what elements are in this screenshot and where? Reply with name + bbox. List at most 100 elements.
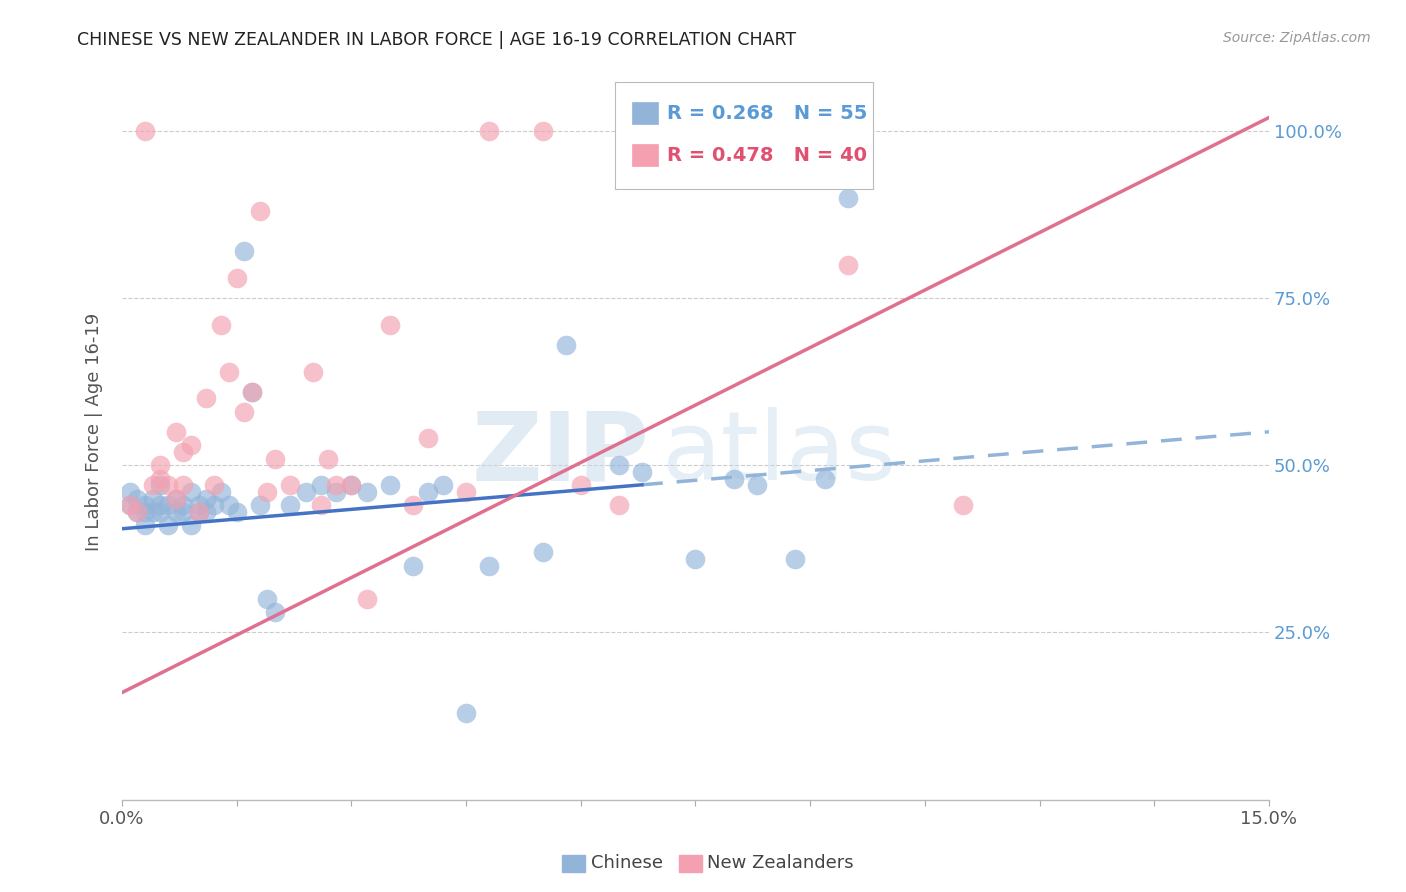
Point [195, 491, 218, 506]
Point [156, 499, 179, 513]
FancyBboxPatch shape [616, 82, 873, 189]
Point [607, 499, 630, 513]
Point [156, 478, 179, 492]
Point [814, 472, 837, 486]
Point [356, 591, 378, 606]
Point [233, 244, 256, 259]
Point [180, 485, 202, 500]
Text: ZIP: ZIP [472, 408, 650, 500]
Point [478, 124, 501, 138]
Text: R = 0.478   N = 40: R = 0.478 N = 40 [666, 145, 868, 165]
Point [325, 485, 347, 500]
Point [432, 478, 454, 492]
Point [134, 518, 156, 533]
Text: New Zealanders: New Zealanders [707, 855, 853, 872]
Point [134, 124, 156, 138]
Point [211, 318, 233, 332]
Point [302, 365, 325, 379]
Point [149, 478, 172, 492]
Point [745, 478, 768, 492]
Point [187, 505, 209, 519]
Point [325, 478, 347, 492]
Point [531, 124, 554, 138]
Point [165, 505, 187, 519]
Point [249, 499, 271, 513]
Point [456, 485, 478, 500]
Point [156, 518, 179, 533]
Text: R = 0.268   N = 55: R = 0.268 N = 55 [666, 103, 868, 123]
Point [478, 558, 501, 573]
Point [218, 365, 240, 379]
Point [142, 491, 165, 506]
Point [180, 438, 202, 452]
Point [378, 478, 401, 492]
Point [172, 478, 194, 492]
Point [165, 425, 187, 439]
Point [264, 451, 287, 466]
Point [187, 499, 209, 513]
Point [837, 258, 859, 272]
Point [456, 706, 478, 720]
Point [416, 485, 439, 500]
Point [952, 499, 974, 513]
Point [631, 465, 654, 479]
Point [240, 384, 263, 399]
Point [127, 505, 149, 519]
Point [187, 505, 209, 519]
Text: CHINESE VS NEW ZEALANDER IN LABOR FORCE | AGE 16-19 CORRELATION CHART: CHINESE VS NEW ZEALANDER IN LABOR FORCE … [77, 31, 796, 49]
Point [356, 485, 378, 500]
Point [118, 485, 141, 500]
Bar [633, 103, 658, 124]
Point [118, 499, 141, 513]
Point [531, 545, 554, 559]
Text: Chinese: Chinese [591, 855, 662, 872]
Point [340, 478, 363, 492]
Point [264, 605, 287, 619]
Point [127, 491, 149, 506]
Point [416, 432, 439, 446]
Bar [633, 145, 658, 166]
Point [569, 478, 592, 492]
Point [195, 392, 218, 406]
Point [723, 472, 745, 486]
Point [134, 505, 156, 519]
Point [256, 591, 278, 606]
Point [165, 491, 187, 506]
Point [225, 271, 247, 285]
Point [218, 499, 240, 513]
Point [240, 384, 263, 399]
Point [309, 499, 332, 513]
Point [294, 485, 316, 500]
Point [256, 485, 278, 500]
Point [401, 558, 423, 573]
Point [309, 478, 332, 492]
Point [142, 505, 165, 519]
Point [142, 478, 165, 492]
Point [783, 551, 806, 566]
Point [278, 499, 301, 513]
Point [318, 451, 340, 466]
Point [127, 505, 149, 519]
Y-axis label: In Labor Force | Age 16-19: In Labor Force | Age 16-19 [86, 313, 103, 551]
Text: Source: ZipAtlas.com: Source: ZipAtlas.com [1223, 31, 1371, 45]
Point [118, 499, 141, 513]
Point [401, 499, 423, 513]
Point [149, 458, 172, 473]
Point [554, 338, 576, 352]
Point [149, 505, 172, 519]
Point [195, 505, 218, 519]
Point [211, 485, 233, 500]
Point [607, 458, 630, 473]
Point [172, 505, 194, 519]
Point [172, 445, 194, 459]
Point [278, 478, 301, 492]
Point [378, 318, 401, 332]
Point [340, 478, 363, 492]
Point [149, 472, 172, 486]
Point [180, 518, 202, 533]
Point [149, 499, 172, 513]
Point [172, 499, 194, 513]
Point [249, 204, 271, 219]
Point [837, 191, 859, 205]
Point [134, 499, 156, 513]
